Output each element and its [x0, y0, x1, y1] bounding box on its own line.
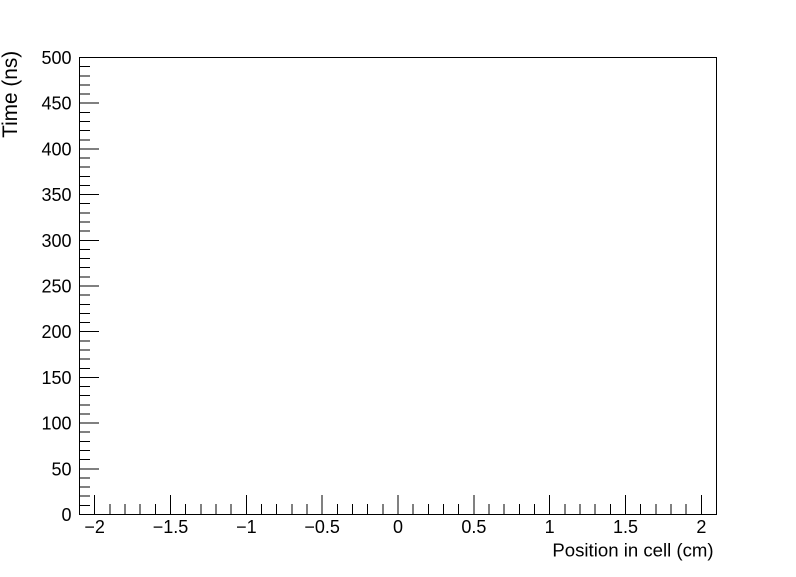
svg-text:350: 350	[41, 185, 71, 205]
svg-text:200: 200	[41, 322, 71, 342]
svg-text:−0.5: −0.5	[304, 517, 340, 537]
svg-text:500: 500	[41, 48, 71, 68]
svg-text:−1.5: −1.5	[153, 517, 189, 537]
svg-text:250: 250	[41, 277, 71, 297]
svg-text:450: 450	[41, 94, 71, 114]
svg-text:150: 150	[41, 368, 71, 388]
svg-text:−2: −2	[84, 517, 105, 537]
svg-text:1.5: 1.5	[613, 517, 638, 537]
svg-text:0.5: 0.5	[461, 517, 486, 537]
svg-text:400: 400	[41, 139, 71, 159]
svg-text:−1: −1	[236, 517, 257, 537]
svg-text:Position in cell (cm): Position in cell (cm)	[552, 540, 713, 561]
svg-text:Time (ns): Time (ns)	[0, 51, 22, 138]
svg-text:50: 50	[51, 459, 71, 479]
svg-text:0: 0	[61, 505, 71, 525]
svg-text:100: 100	[41, 414, 71, 434]
svg-text:0: 0	[393, 517, 403, 537]
svg-text:1: 1	[545, 517, 555, 537]
svg-text:300: 300	[41, 231, 71, 251]
svg-text:2: 2	[696, 517, 706, 537]
